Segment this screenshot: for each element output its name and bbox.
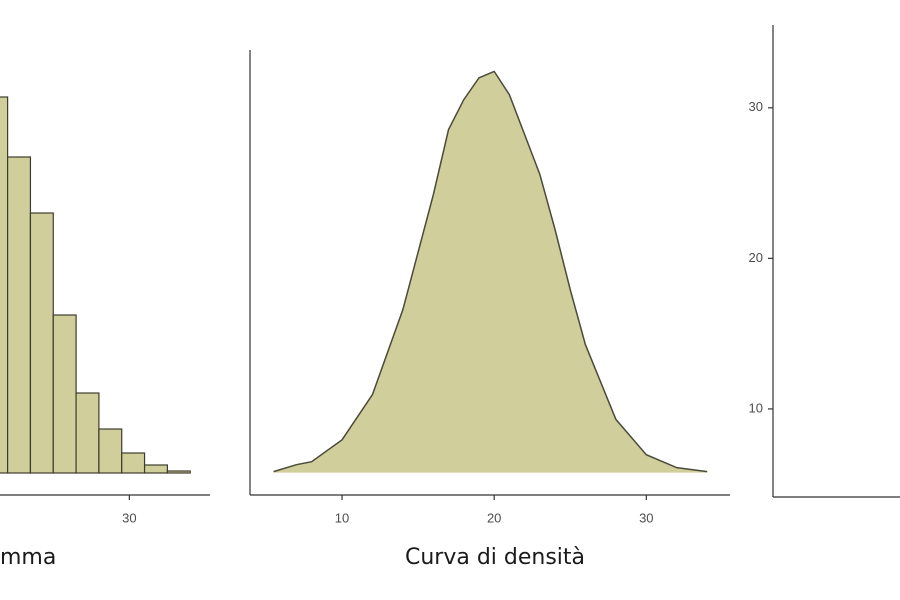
bar — [75, 392, 100, 474]
bar — [29, 212, 54, 474]
bar — [121, 452, 146, 474]
bar — [7, 156, 32, 474]
bar — [52, 314, 77, 474]
density-area — [273, 71, 708, 473]
x-tick-label: 10 — [335, 510, 349, 525]
density-line — [273, 70, 708, 473]
y-tick-label: 30 — [749, 99, 763, 114]
x-tick-label: 30 — [639, 510, 653, 525]
x-tick-label: 30 — [122, 510, 136, 525]
bar — [143, 464, 168, 474]
x-axis-title: Curva di densità — [405, 545, 585, 570]
y-tick-label: 20 — [749, 250, 763, 265]
x-tick-label: 20 — [487, 510, 501, 525]
bar — [98, 428, 123, 474]
bar — [0, 96, 9, 474]
x-axis-title: mma — [0, 545, 56, 570]
bar — [166, 470, 191, 474]
y-tick-label: 10 — [749, 400, 763, 415]
